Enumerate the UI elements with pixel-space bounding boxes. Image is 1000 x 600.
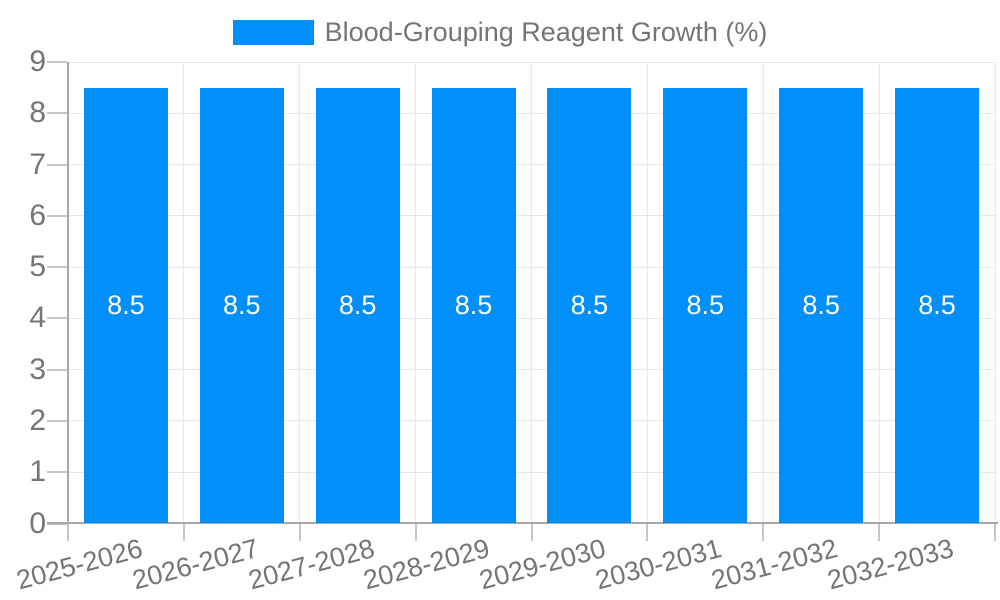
bar[interactable]: 8.5 bbox=[315, 87, 400, 524]
y-axis-label: 9 bbox=[29, 45, 46, 78]
x-axis-tick bbox=[878, 523, 881, 541]
bar[interactable]: 8.5 bbox=[779, 87, 864, 524]
legend-swatch-icon bbox=[232, 19, 314, 45]
v-gridline bbox=[762, 62, 764, 524]
y-axis-tick bbox=[47, 419, 67, 422]
v-gridline bbox=[878, 62, 880, 524]
y-axis-line bbox=[66, 62, 69, 524]
bar[interactable]: 8.5 bbox=[547, 87, 632, 524]
y-axis-tick bbox=[47, 163, 67, 166]
x-axis-tick bbox=[298, 523, 301, 541]
x-axis-tick bbox=[646, 523, 649, 541]
v-gridline bbox=[299, 62, 301, 524]
x-axis-tick bbox=[414, 523, 417, 541]
x-axis-tick bbox=[762, 523, 765, 541]
y-axis-tick bbox=[47, 112, 67, 115]
bar-value-label: 8.5 bbox=[338, 290, 377, 321]
x-axis-tick bbox=[67, 523, 69, 541]
y-axis-label: 7 bbox=[29, 147, 46, 181]
y-axis-tick bbox=[47, 61, 67, 63]
bar-value-label: 8.5 bbox=[686, 290, 725, 321]
y-axis-label: 5 bbox=[29, 250, 46, 284]
v-gridline bbox=[415, 62, 417, 524]
v-gridline bbox=[531, 62, 532, 524]
y-axis-label: 2 bbox=[29, 403, 46, 437]
x-axis-label: 2032-2033 bbox=[824, 533, 957, 596]
x-axis-tick bbox=[994, 523, 996, 541]
x-axis-tick bbox=[182, 523, 185, 541]
x-axis-label: 2030-2031 bbox=[592, 533, 725, 596]
v-gridline bbox=[183, 62, 185, 524]
y-axis-tick bbox=[47, 214, 67, 217]
y-axis-label: 0 bbox=[29, 506, 46, 540]
x-axis-tick bbox=[530, 523, 533, 541]
legend-item[interactable]: Blood-Grouping Reagent Growth (%) bbox=[232, 17, 768, 47]
y-axis-tick bbox=[47, 368, 67, 371]
y-axis-label: 6 bbox=[29, 198, 46, 232]
bar[interactable]: 8.5 bbox=[199, 87, 284, 524]
y-axis-label: 8 bbox=[29, 96, 46, 130]
x-axis-label: 2026-2027 bbox=[128, 533, 262, 596]
y-axis-tick bbox=[47, 266, 67, 269]
bar[interactable]: 8.5 bbox=[895, 87, 980, 524]
x-axis-label: 2031-2032 bbox=[708, 533, 841, 596]
v-gridline bbox=[646, 62, 648, 524]
y-axis-label: 1 bbox=[29, 455, 46, 489]
y-axis-label: 4 bbox=[29, 301, 46, 335]
bar[interactable]: 8.5 bbox=[663, 87, 748, 524]
x-axis-label: 2029-2030 bbox=[476, 533, 609, 596]
bar-value-label: 8.5 bbox=[570, 290, 609, 321]
y-axis-tick bbox=[47, 471, 67, 474]
y-axis-tick bbox=[47, 317, 67, 320]
bar-value-label: 8.5 bbox=[223, 290, 261, 321]
legend-label: Blood-Grouping Reagent Growth (%) bbox=[324, 17, 768, 47]
bar-value-label: 8.5 bbox=[802, 290, 840, 321]
v-gridline bbox=[994, 62, 996, 524]
legend: Blood-Grouping Reagent Growth (%) bbox=[0, 17, 1000, 47]
bar-value-label: 8.5 bbox=[918, 290, 956, 321]
x-axis-label: 2027-2028 bbox=[244, 533, 378, 596]
x-axis-line bbox=[47, 522, 998, 524]
y-axis-label: 3 bbox=[29, 352, 46, 386]
x-axis-label: 2025-2026 bbox=[12, 533, 146, 596]
bar-value-label: 8.5 bbox=[107, 290, 145, 321]
bar[interactable]: 8.5 bbox=[431, 87, 516, 524]
bar[interactable]: 8.5 bbox=[83, 87, 168, 524]
bar-value-label: 8.5 bbox=[454, 290, 493, 321]
x-axis-label: 2028-2029 bbox=[360, 533, 494, 596]
